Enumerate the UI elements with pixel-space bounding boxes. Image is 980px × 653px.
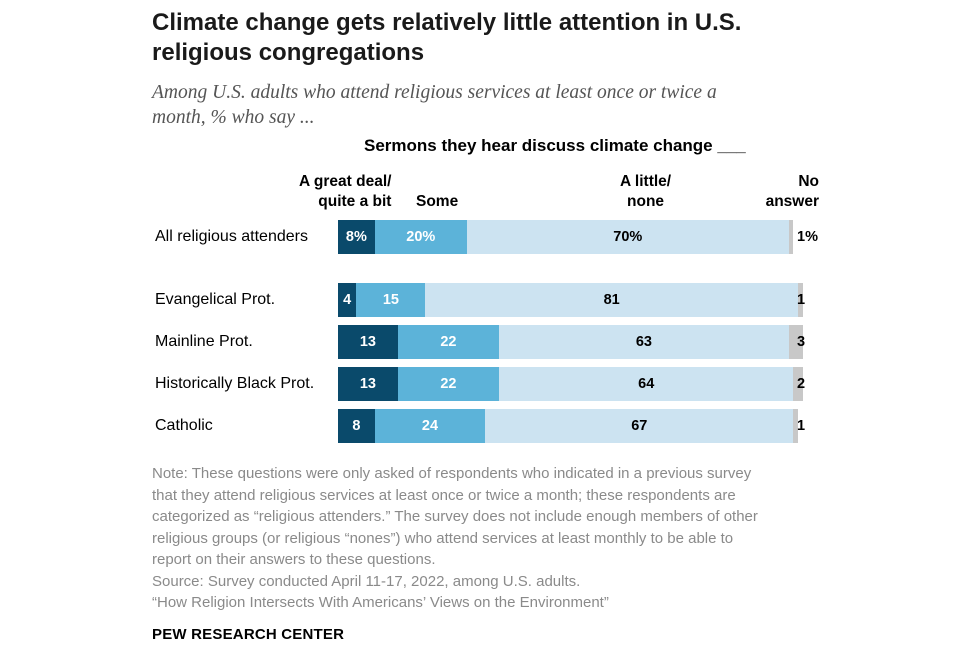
row-label: Mainline Prot. <box>155 333 253 350</box>
bar-segment-little: 70% <box>466 220 789 254</box>
note-line-4: religious groups (or religious “nones”) … <box>152 529 734 547</box>
data-label-no-answer: 1 <box>797 292 806 308</box>
bar-segment-great-deal: 8 <box>338 409 375 443</box>
row-label: Evangelical Prot. <box>155 291 276 308</box>
note-line-2: that they attend religious services at l… <box>152 486 736 504</box>
data-label-no-answer: 1% <box>797 229 818 245</box>
bar-segment-little: 67 <box>485 409 794 443</box>
data-label-no-answer: 1 <box>797 418 806 434</box>
row-label: All religious attenders <box>155 228 308 245</box>
bar-segment-great-deal: 8% <box>338 220 375 254</box>
subtitle-line-2: month, % who say ... <box>152 107 315 128</box>
bar-segment-some: 15 <box>356 283 426 317</box>
legend-no-answer: No answer <box>766 172 819 212</box>
chart-title: Climate change gets relatively little at… <box>152 8 852 68</box>
note-line-5: report on their answers to these questio… <box>152 551 436 568</box>
chart-subtitle: Among U.S. adults who attend religious s… <box>152 80 812 130</box>
title-line-2: religious congregations <box>152 39 425 66</box>
chart-heading: Sermons they hear discuss climate change… <box>364 136 746 155</box>
bar-segment-no-answer <box>788 220 794 254</box>
bar-segment-no-answer <box>793 367 803 401</box>
note-line-3: categorized as “religious attenders.” Th… <box>152 508 758 525</box>
bar-segment-some: 22 <box>397 325 499 359</box>
bar-segment-little: 81 <box>425 283 798 317</box>
legend-no-answer-line-2: answer <box>765 193 819 210</box>
note-line-1: Note: These questions were only asked of… <box>152 465 752 482</box>
source-line-2: “How Religion Intersects With Americans’… <box>152 594 609 611</box>
source-line-1: Source: Survey conducted April 11-17, 20… <box>152 573 581 590</box>
data-label-no-answer: 2 <box>797 376 806 392</box>
bar-segment-great-deal: 13 <box>338 367 398 401</box>
legend-little-line-1: A little/ <box>620 173 672 190</box>
bar-segment-great-deal: 4 <box>338 283 357 317</box>
bar-segment-some: 20% <box>374 220 467 254</box>
bar-segment-no-answer <box>788 325 803 359</box>
bar-segment-no-answer <box>793 409 798 443</box>
legend-no-answer-line-1: No <box>798 173 819 190</box>
legend-little: A little/ none <box>620 172 671 212</box>
legend-great-deal-line-2: quite a bit <box>318 193 392 210</box>
row-label: Catholic <box>155 417 213 434</box>
legend-great-deal: A great deal/ quite a bit <box>299 172 391 212</box>
bar-segment-little: 64 <box>499 367 794 401</box>
legend-great-deal-line-1: A great deal/ <box>299 173 392 190</box>
brand-name: PEW RESEARCH CENTER <box>152 626 345 643</box>
bar-segment-no-answer <box>798 283 803 317</box>
title-line-1: Climate change gets relatively little at… <box>152 9 742 36</box>
legend-little-line-2: none <box>627 193 665 210</box>
bar-segment-great-deal: 13 <box>338 325 398 359</box>
legend-some: Some <box>416 193 459 210</box>
row-label: Historically Black Prot. <box>155 375 315 392</box>
bar-segment-some: 22 <box>397 367 499 401</box>
subtitle-line-1: Among U.S. adults who attend religious s… <box>152 82 717 103</box>
data-label-no-answer: 3 <box>797 334 806 350</box>
bar-segment-some: 24 <box>374 409 486 443</box>
bar-segment-little: 63 <box>499 325 789 359</box>
